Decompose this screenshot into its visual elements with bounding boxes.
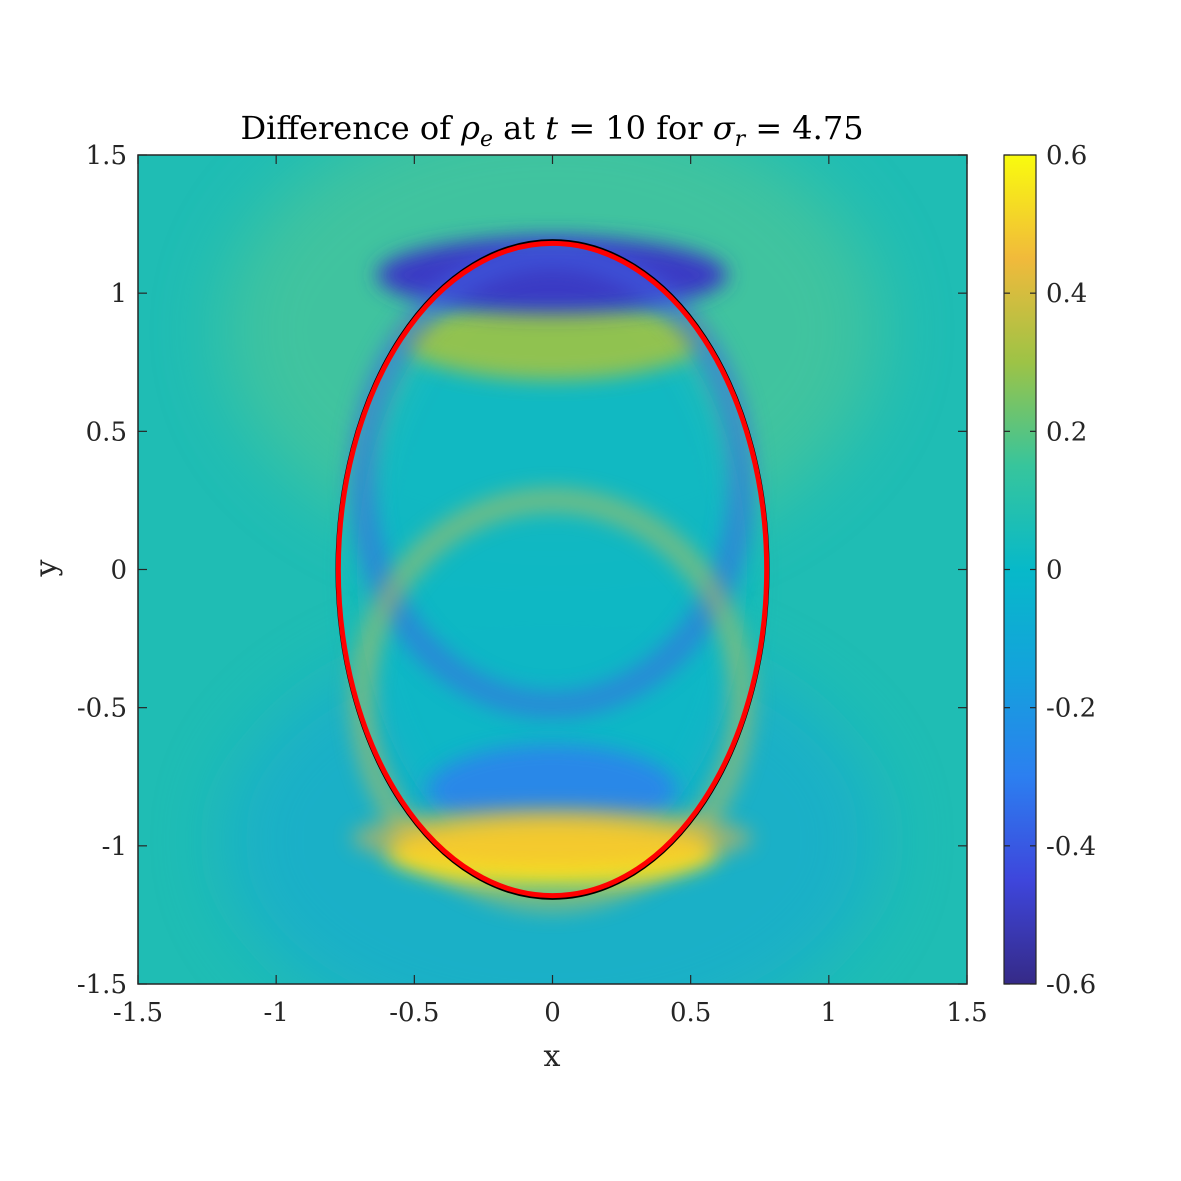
x-tick-label: 1	[821, 998, 838, 1028]
heatmap-field	[138, 155, 967, 984]
x-tick-label: 0.5	[670, 998, 711, 1028]
colorbar-tick-label: -0.6	[1046, 970, 1096, 1000]
contour-1	[335, 240, 770, 899]
colorbar-tick-label: 0.4	[1046, 279, 1087, 309]
x-tick-label: 0	[544, 998, 561, 1028]
colorbar-tick-label: 0	[1046, 556, 1063, 586]
y-tick-label: 0	[110, 556, 127, 586]
chart-title: Difference of ρe at t = 10 for σr = 4.75	[240, 109, 863, 152]
colorbar: -0.6 -0.4 -0.2 0 0.2 0.4 0.6	[1003, 141, 1096, 1000]
x-tick-label: -1	[264, 998, 289, 1028]
x-tick-label: -0.5	[389, 998, 439, 1028]
y-tick-label: -0.5	[77, 694, 127, 724]
upper-inner-band	[402, 300, 702, 380]
x-tick-label: -1.5	[113, 998, 163, 1028]
bottom-band-ring	[350, 488, 754, 912]
top-band-ring	[349, 242, 755, 718]
colorbar-ticks: -0.6 -0.4 -0.2 0 0.2 0.4 0.6	[1004, 141, 1096, 1000]
colorbar-tick-label: -0.4	[1046, 832, 1096, 862]
colorbar-tick-label: 0.6	[1046, 141, 1087, 171]
inner-region	[357, 270, 747, 870]
bottom-orange-rim	[352, 808, 752, 868]
y-axis-label: y	[29, 559, 64, 577]
colorbar-tick-label: 0.2	[1046, 417, 1087, 447]
contours	[335, 239, 770, 900]
y-tick-label: 1.5	[86, 141, 127, 171]
y-tick-label: 0.5	[86, 417, 127, 447]
x-axis-ticks: -1.5 -1 -0.5 0 0.5 1 1.5	[113, 155, 988, 1028]
y-tick-label: -1	[102, 832, 127, 862]
colorbar-tick-label: -0.2	[1046, 694, 1096, 724]
x-tick-label: 1.5	[946, 998, 987, 1028]
x-axis-label: x	[544, 1039, 561, 1074]
y-axis-ticks: -1.5 -1 -0.5 0 0.5 1 1.5	[77, 141, 967, 1000]
y-tick-label: -1.5	[77, 970, 127, 1000]
y-tick-label: 1	[110, 279, 127, 309]
